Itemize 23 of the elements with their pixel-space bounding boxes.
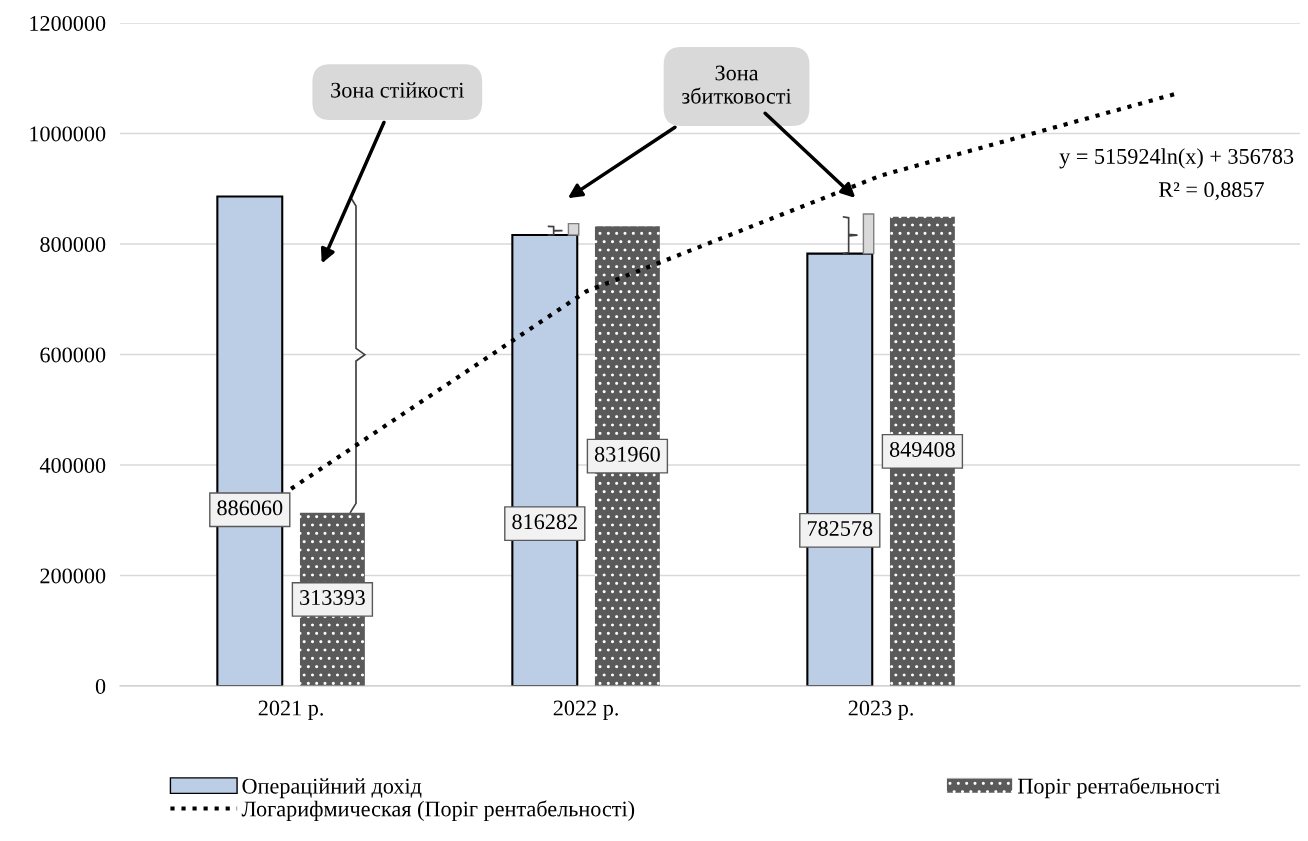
x-tick-label: 2023 р. [848, 700, 913, 721]
legend-label: Логарифмическая (Поріг рентабельності) [241, 800, 635, 821]
data-label: 886060 [217, 500, 283, 516]
y-tick-label: 0 [95, 678, 106, 694]
y-tick-label: 600000 [40, 347, 106, 363]
annotation: Зона стійкості [331, 82, 465, 98]
annotation: R² = 0,8857 [1159, 182, 1264, 201]
legend-label: Поріг рентабельності [1017, 777, 1221, 799]
legend-label: Операційний дохід [242, 778, 422, 799]
annotation: y = 515924ln(x) + 356783 [1059, 148, 1294, 169]
y-tick-label: 200000 [40, 568, 106, 584]
data-label: 831960 [594, 446, 660, 462]
y-tick-label: 800000 [40, 236, 106, 252]
y-tick-label: 1000000 [30, 126, 106, 142]
data-label: 782578 [807, 520, 873, 536]
annotation: Зона збитковості [682, 65, 792, 104]
x-tick-label: 2022 р. [553, 700, 618, 721]
data-label: 816282 [512, 514, 577, 530]
data-label: 313393 [300, 590, 365, 605]
y-tick-label: 1200000 [30, 15, 106, 31]
x-tick-label: 2021 р. [258, 700, 323, 721]
data-label: 849408 [889, 441, 955, 457]
y-tick-label: 400000 [39, 457, 106, 473]
